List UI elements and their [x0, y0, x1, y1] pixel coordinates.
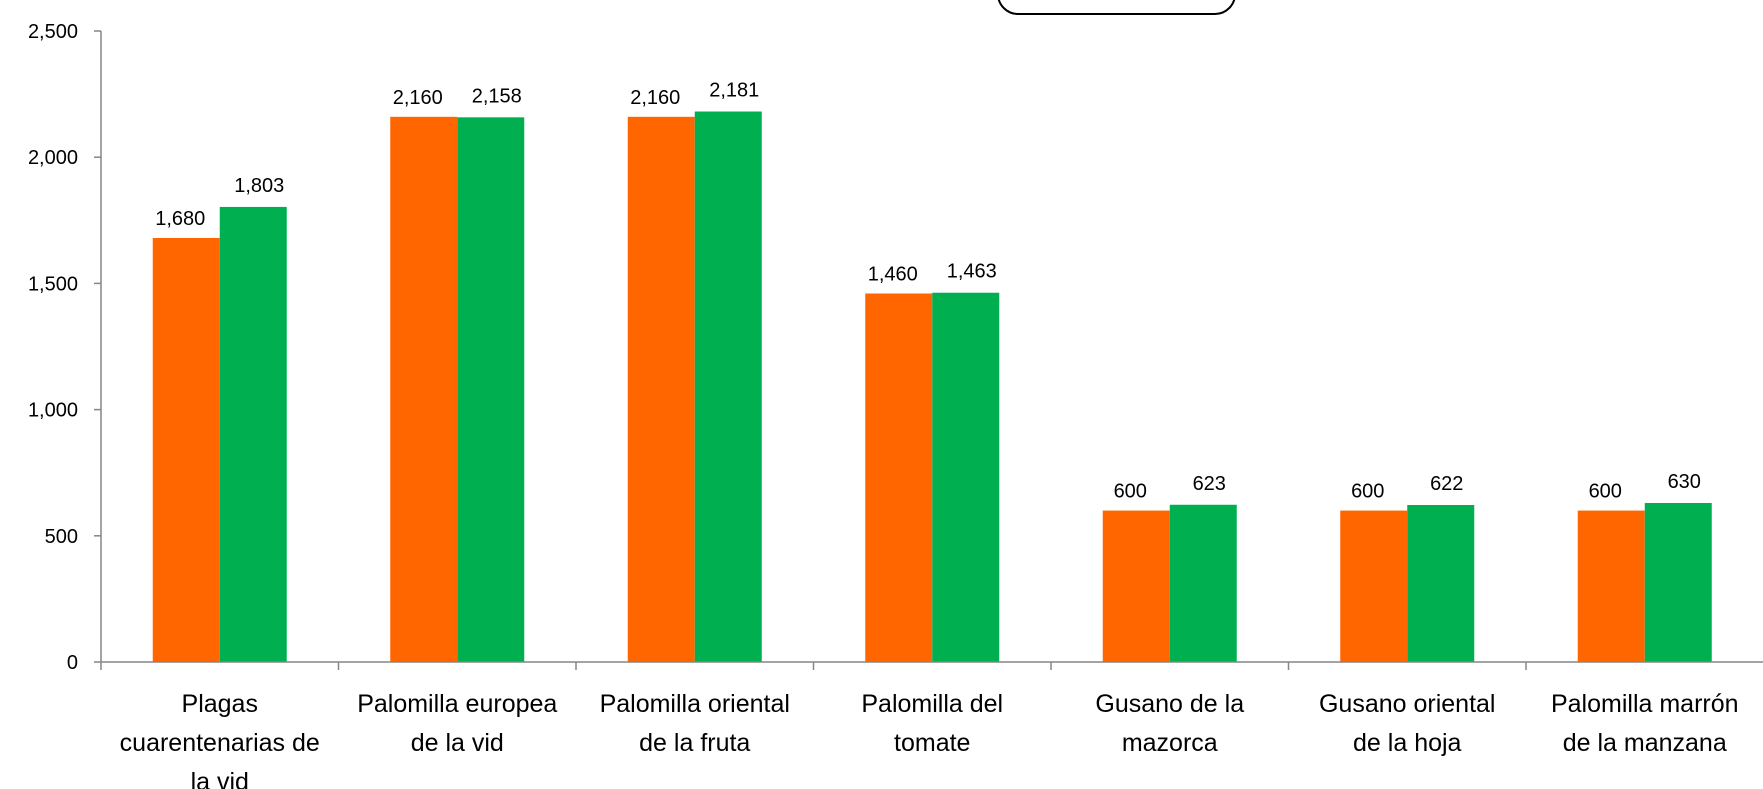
data-labels-layer: 1,680 2,160 2,160 1,460 600 600 600 1,803 2,158 2…	[155, 80, 1701, 503]
bar-s1-c2	[390, 116, 458, 663]
data-label-s2-c1: 1,803	[234, 175, 284, 197]
bar-s2-c3	[694, 111, 762, 662]
category-label-2: Palomilla europea de la vid	[357, 690, 557, 757]
y-tick-label-1: 500	[45, 526, 78, 548]
bar-s2-c4	[932, 292, 1000, 662]
data-label-s1-c3: 2,160	[630, 87, 680, 109]
bar-s1-c4	[865, 293, 933, 662]
data-label-s1-c7: 600	[1589, 481, 1622, 503]
data-label-s2-c6: 622	[1430, 473, 1463, 495]
bar-s2-c1	[219, 206, 287, 663]
bar-s1-c5	[1102, 510, 1170, 662]
bar-s2-c2	[457, 117, 525, 662]
y-tick-label-0: 0	[67, 652, 78, 674]
bar-s2-c6	[1407, 505, 1475, 662]
data-label-s1-c4: 1,460	[868, 263, 918, 285]
bar-s1-c7	[1577, 510, 1645, 662]
data-label-s1-c2: 2,160	[393, 87, 443, 109]
data-label-s2-c3: 2,181	[709, 80, 759, 102]
data-label-s2-c5: 623	[1193, 473, 1226, 495]
bar-s1-c3	[627, 116, 695, 663]
y-tick-label-4: 2,000	[28, 147, 78, 169]
y-tick-label-5: 2,500	[28, 21, 78, 43]
category-label-6: Gusano oriental de la hoja	[1319, 690, 1496, 757]
category-label-1: Plagas cuarentenarias de la vid	[120, 690, 320, 789]
data-label-s1-c1: 1,680	[155, 208, 205, 230]
axes-layer: 0 500 1,000 1,500 2,000 2,500 Plagas cuarentena…	[28, 21, 1763, 789]
bar-s1-c1	[152, 237, 220, 662]
category-label-5: Gusano de la mazorca	[1095, 690, 1244, 757]
bar-s1-c6	[1340, 510, 1408, 662]
legend-box	[997, 0, 1236, 15]
category-label-7: Palomilla marrón de la manzana	[1551, 690, 1739, 757]
data-label-s1-c5: 600	[1114, 481, 1147, 503]
data-label-s2-c7: 630	[1668, 471, 1701, 493]
data-label-s2-c4: 1,463	[947, 261, 997, 283]
data-label-s2-c2: 2,158	[472, 85, 522, 107]
y-tick-label-3: 1,500	[28, 273, 78, 295]
bars-layer	[152, 111, 1712, 663]
bar-s2-c5	[1169, 504, 1237, 662]
data-label-s1-c6: 600	[1351, 481, 1384, 503]
bar-s2-c7	[1644, 502, 1712, 662]
y-tick-label-2: 1,000	[28, 400, 78, 422]
category-label-4: Palomilla del tomate	[861, 690, 1003, 757]
category-label-3: Palomilla oriental de la fruta	[600, 690, 790, 757]
